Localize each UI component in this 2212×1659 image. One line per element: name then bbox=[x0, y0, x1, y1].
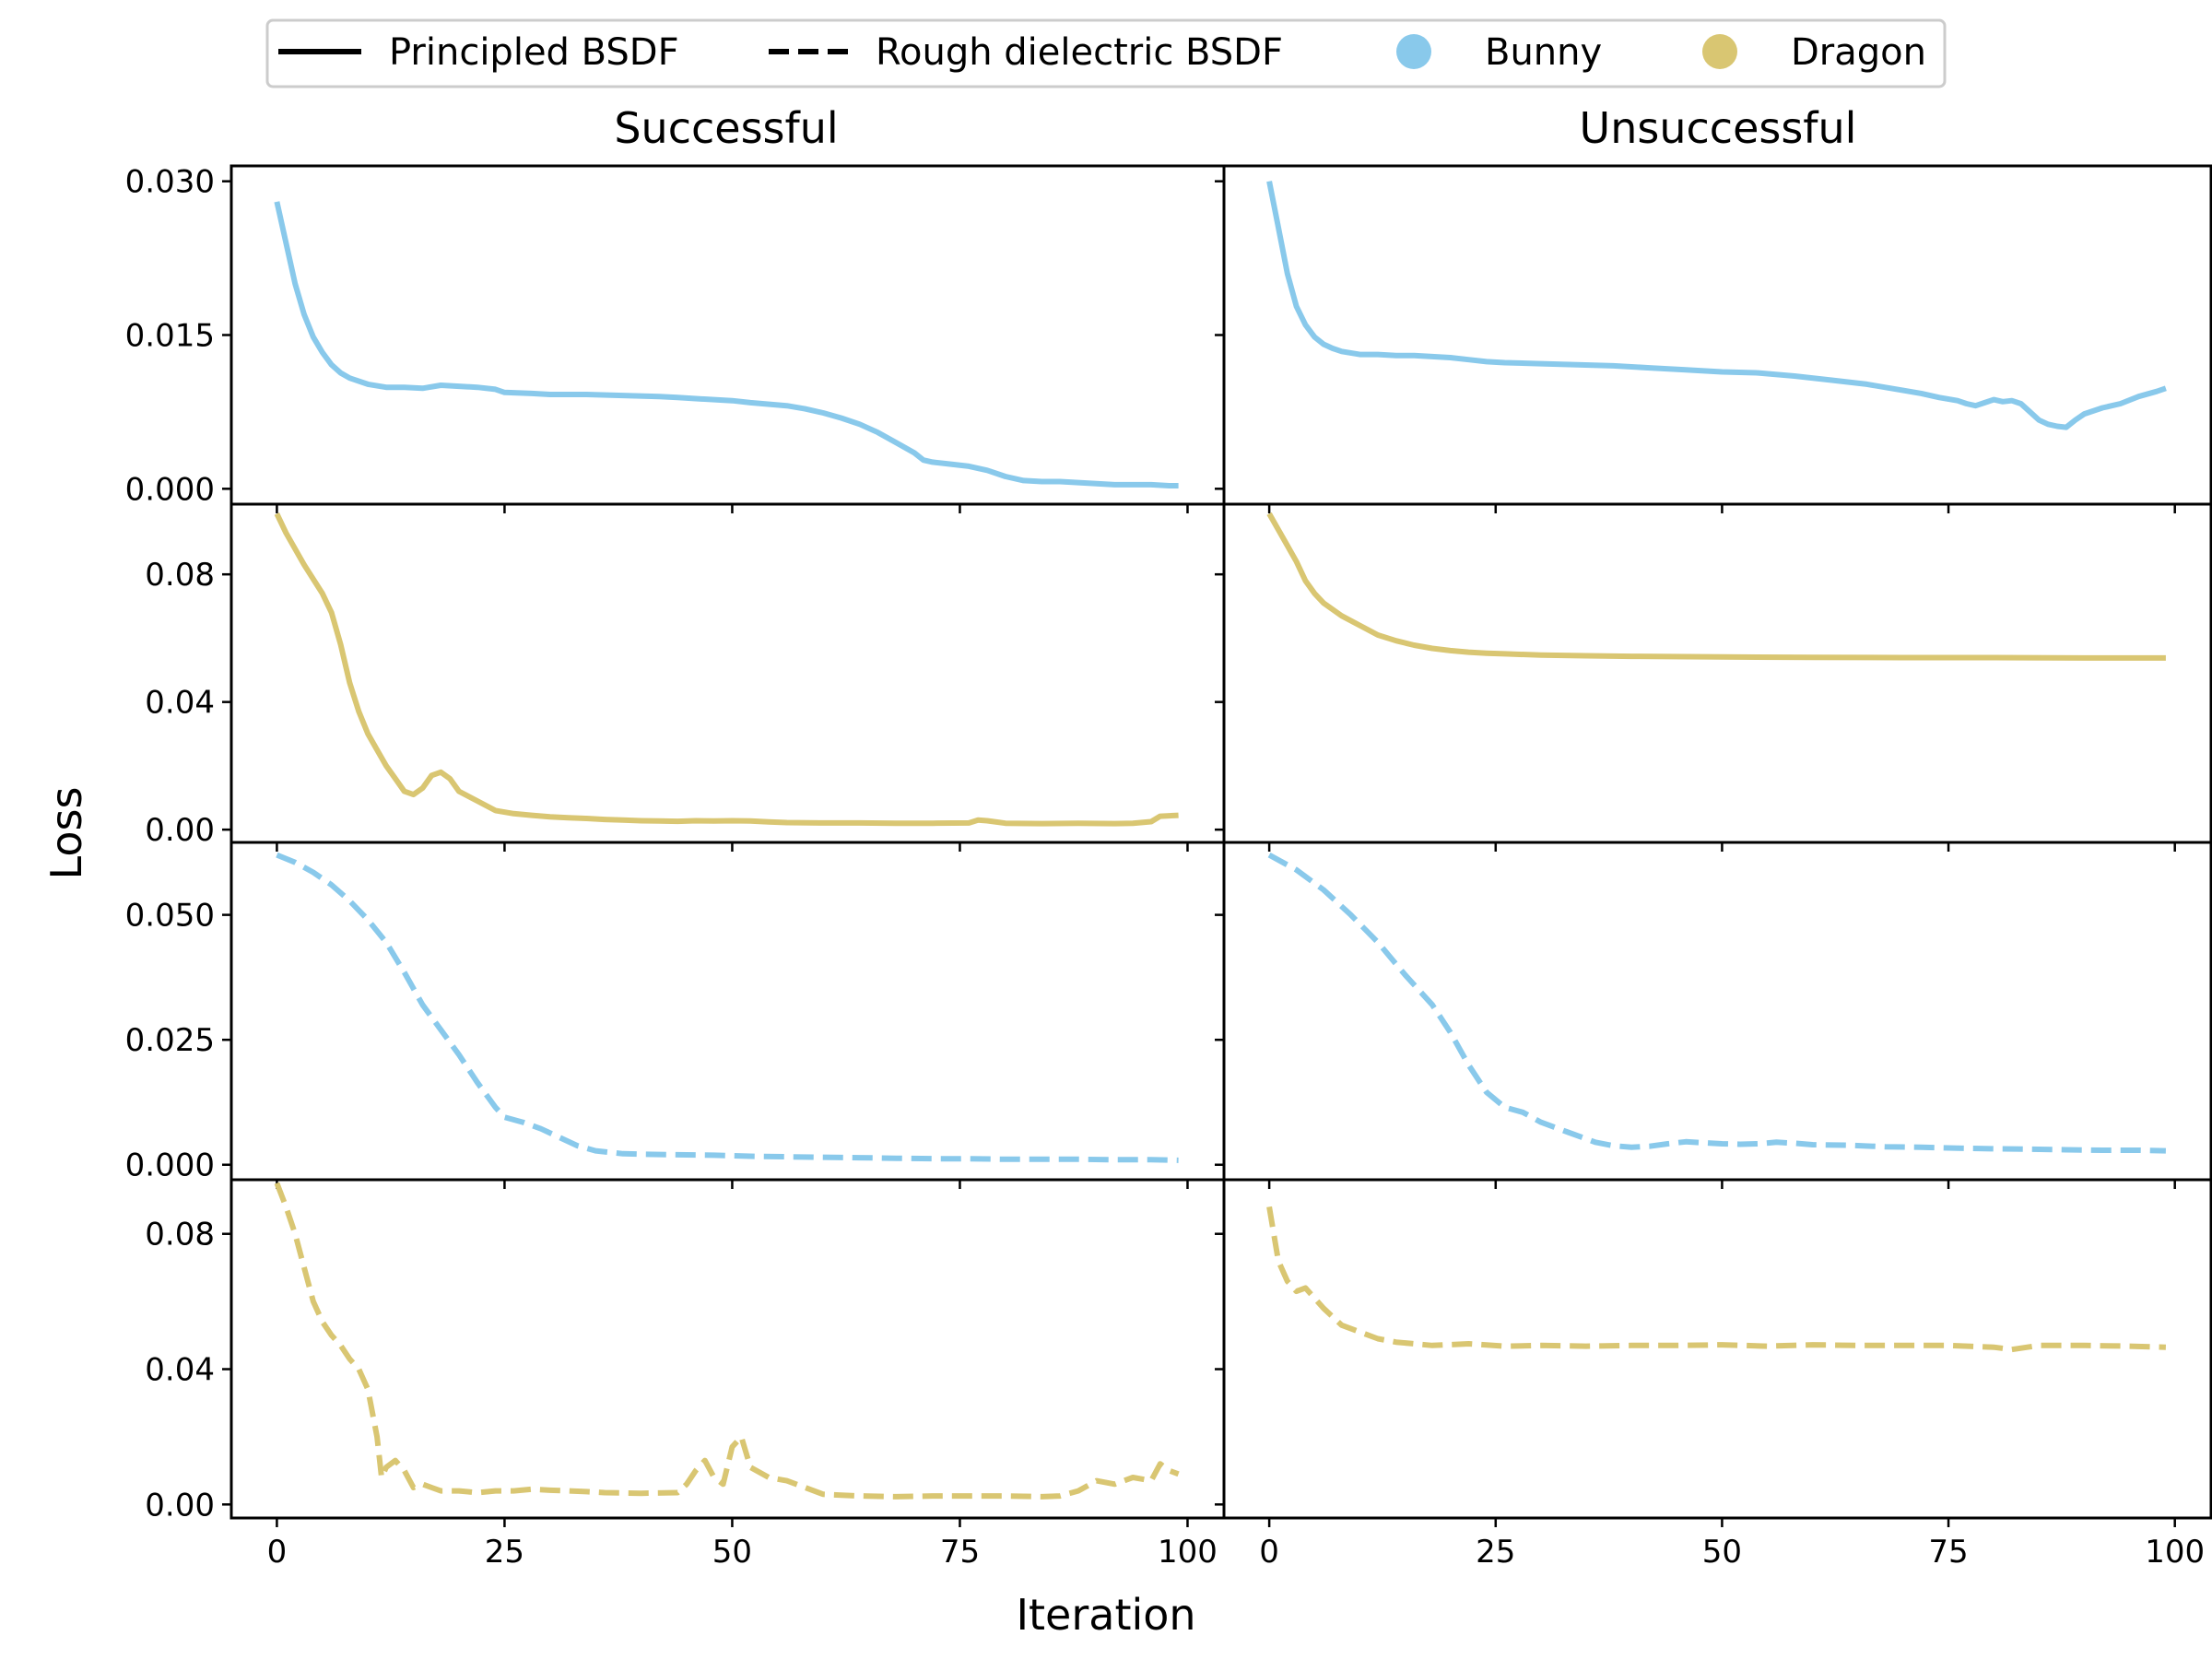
panel-r4-unsuccessful-xtick-label: 50 bbox=[1702, 1534, 1742, 1571]
panel-r2-successful-ytick-label: 0.08 bbox=[145, 557, 215, 594]
column-title-unsuccessful: Unsuccessful bbox=[1580, 103, 1857, 153]
panel-r2-unsuccessful-series-dragon bbox=[1266, 512, 2166, 661]
column-title-successful: Successful bbox=[614, 103, 838, 153]
legend-label-principled: Principled BSDF bbox=[389, 31, 679, 74]
plot-area: 0.0000.0150.0300.000.040.080.0000.0250.0… bbox=[125, 164, 2212, 1571]
panel-r1-unsuccessful-frame bbox=[1222, 164, 2212, 506]
panel-r2-unsuccessful-frame bbox=[1222, 502, 2212, 844]
legend-dragon-marker bbox=[1702, 34, 1737, 69]
panel-r2-successful-series-dragon bbox=[274, 512, 1179, 827]
panel-r4-unsuccessful-series-dragon bbox=[1266, 1206, 2166, 1353]
panel-r1-successful-ytick-label: 0.030 bbox=[125, 164, 215, 201]
legend-label-bunny: Bunny bbox=[1485, 31, 1602, 74]
panel-r2-successful-ytick-label: 0.00 bbox=[145, 812, 215, 849]
panel-r3-successful-ytick-label: 0.000 bbox=[125, 1147, 215, 1184]
panel-r4-unsuccessful-xtick-label: 25 bbox=[1476, 1534, 1515, 1571]
legend-label-rough-dielectric: Rough dielectric BSDF bbox=[876, 31, 1283, 74]
legend-bunny-marker bbox=[1396, 34, 1431, 69]
panel-r4-unsuccessful-xtick-label: 100 bbox=[2145, 1534, 2205, 1571]
panel-r4-successful-xtick-label: 100 bbox=[1158, 1534, 1218, 1571]
panel-r4-successful-ytick-label: 0.00 bbox=[145, 1487, 215, 1524]
panel-r2-successful-frame bbox=[229, 502, 1226, 844]
panel-r4-unsuccessful-frame bbox=[1222, 1178, 2212, 1520]
panel-r3-successful-ytick-label: 0.025 bbox=[125, 1022, 215, 1059]
panel-r4-successful-ytick-label: 0.04 bbox=[145, 1352, 215, 1389]
panel-r4-unsuccessful-xtick-label: 0 bbox=[1259, 1534, 1279, 1571]
panel-r4-successful-xtick-label: 0 bbox=[267, 1534, 288, 1571]
panel-r4-unsuccessful-xtick-label: 75 bbox=[1928, 1534, 1968, 1571]
panel-r4-successful-xtick-label: 75 bbox=[940, 1534, 980, 1571]
legend-label-dragon: Dragon bbox=[1791, 31, 1926, 74]
panel-r1-successful-frame bbox=[229, 164, 1226, 506]
panel-r4-successful-xtick-label: 25 bbox=[485, 1534, 524, 1571]
legend: Principled BSDF Rough dielectric BSDF Bu… bbox=[265, 18, 1947, 88]
y-axis-label: Loss bbox=[41, 787, 91, 880]
panel-r4-successful-series-dragon bbox=[274, 1182, 1180, 1500]
panel-r3-unsuccessful-series-bunny bbox=[1267, 852, 2166, 1154]
panel-r3-successful-series-bunny bbox=[276, 852, 1179, 1163]
panel-r1-successful-series-bunny bbox=[274, 201, 1179, 488]
legend-box bbox=[265, 18, 1947, 88]
panel-r1-successful-ytick-label: 0.015 bbox=[125, 318, 215, 355]
panel-r3-successful-frame bbox=[229, 841, 1226, 1182]
x-axis-label: Iteration bbox=[1016, 1590, 1195, 1640]
panel-r4-successful-ytick-label: 0.08 bbox=[145, 1217, 215, 1253]
panel-r1-unsuccessful-series-bunny bbox=[1266, 181, 2167, 430]
panel-r4-successful-xtick-label: 50 bbox=[712, 1534, 752, 1571]
panel-r3-unsuccessful-frame bbox=[1222, 841, 2212, 1182]
panel-r2-successful-ytick-label: 0.04 bbox=[145, 685, 215, 722]
panel-r3-successful-ytick-label: 0.050 bbox=[125, 898, 215, 935]
panel-r1-successful-ytick-label: 0.000 bbox=[125, 471, 215, 508]
